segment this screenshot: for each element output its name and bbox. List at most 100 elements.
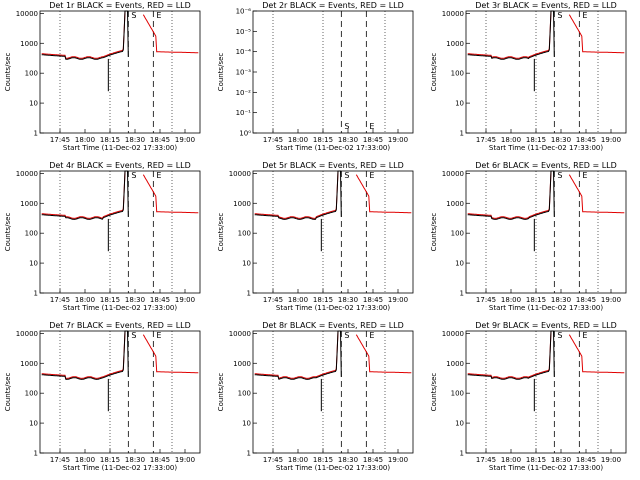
- x-tick-label: 18:45: [150, 456, 170, 464]
- x-axis-label: Start Time (11-Dec-02 17:33:00): [489, 464, 603, 472]
- y-tick-label: 10⁻⁶: [236, 8, 252, 16]
- y-tick-label: 10000: [442, 170, 464, 178]
- y-tick-label: 100: [25, 70, 38, 78]
- x-tick-label: 18:30: [338, 136, 358, 144]
- y-tick-label: 10⁻¹: [236, 109, 252, 117]
- x-tick-label: 18:15: [100, 136, 120, 144]
- lld-series-line: [41, 10, 199, 59]
- lld-series-line: [254, 170, 412, 219]
- marker-s-label: S: [344, 171, 349, 180]
- y-axis-label: Counts/sec: [4, 213, 12, 252]
- x-tick-label: 17:45: [476, 136, 496, 144]
- y-tick-label: 1000: [446, 360, 464, 368]
- x-axis-label: Start Time (11-Dec-02 17:33:00): [489, 144, 603, 152]
- x-tick-label: 18:30: [551, 136, 571, 144]
- lld-series-line: [467, 170, 625, 219]
- y-tick-label: 1000: [233, 360, 251, 368]
- x-tick-label: 19:00: [601, 456, 621, 464]
- events-series-line: [254, 330, 342, 380]
- x-axis-label: Start Time (11-Dec-02 17:33:00): [276, 304, 390, 312]
- y-tick-label: 1000: [446, 40, 464, 48]
- detector-panel-5: Det 5r BLACK = Events, RED = LLD 1 10 100 10…: [217, 161, 414, 312]
- y-tick-label: 100: [451, 390, 464, 398]
- x-tick-label: 18:00: [501, 136, 521, 144]
- x-tick-label: 18:15: [100, 456, 120, 464]
- y-tick-label: 100: [451, 70, 464, 78]
- x-tick-label: 18:00: [501, 296, 521, 304]
- panel-title: Det 5r BLACK = Events, RED = LLD: [262, 161, 404, 170]
- y-tick-label: 100: [451, 230, 464, 238]
- panel-title: Det 9r BLACK = Events, RED = LLD: [475, 321, 617, 330]
- x-tick-label: 18:45: [576, 456, 596, 464]
- y-axis-label: Counts/sec: [430, 213, 438, 252]
- plot-frame: [39, 330, 201, 454]
- y-tick-label: 1: [34, 130, 38, 138]
- x-tick-label: 19:00: [388, 456, 408, 464]
- x-tick-label: 18:30: [125, 296, 145, 304]
- x-tick-label: 17:45: [476, 296, 496, 304]
- y-tick-label: 10⁻⁴: [236, 48, 252, 56]
- x-tick-label: 19:00: [601, 296, 621, 304]
- y-tick-label: 10: [455, 260, 464, 268]
- y-tick-label: 100: [238, 390, 251, 398]
- x-tick-label: 18:30: [125, 456, 145, 464]
- y-tick-label: 10⁻³: [236, 69, 252, 77]
- y-tick-label: 1000: [446, 200, 464, 208]
- x-tick-label: 18:45: [150, 296, 170, 304]
- x-tick-label: 18:15: [100, 296, 120, 304]
- y-tick-label: 10000: [442, 10, 464, 18]
- marker-s-label: S: [131, 171, 136, 180]
- x-axis-label: Start Time (11-Dec-02 17:33:00): [63, 144, 177, 152]
- marker-s-label: S: [557, 171, 562, 180]
- marker-e-label: E: [582, 171, 587, 180]
- marker-e-label: E: [156, 11, 161, 20]
- x-tick-label: 18:30: [551, 296, 571, 304]
- y-axis-label: Counts/sec: [4, 373, 12, 412]
- y-tick-label: 10: [29, 100, 38, 108]
- detector-panel-9: Det 9r BLACK = Events, RED = LLD 1 10 100 10…: [430, 321, 627, 472]
- x-tick-label: 18:15: [526, 136, 546, 144]
- y-tick-label: 1: [460, 450, 464, 458]
- x-tick-label: 18:15: [313, 456, 333, 464]
- x-tick-label: 18:30: [338, 456, 358, 464]
- y-tick-label: 1000: [233, 200, 251, 208]
- detector-panel-4: Det 4r BLACK = Events, RED = LLD 1 10 100 10…: [4, 161, 201, 312]
- y-axis-label: Counts/sec: [217, 373, 225, 412]
- x-tick-label: 18:00: [75, 296, 95, 304]
- panel-title: Det 2r BLACK = Events, RED = LLD: [262, 1, 404, 10]
- y-tick-label: 1: [247, 450, 251, 458]
- y-tick-label: 100: [25, 230, 38, 238]
- panel-title: Det 3r BLACK = Events, RED = LLD: [475, 1, 617, 10]
- x-tick-label: 19:00: [175, 456, 195, 464]
- y-axis-label: Counts/sec: [4, 53, 12, 92]
- x-tick-label: 18:30: [125, 136, 145, 144]
- detector-panel-2: Det 2r BLACK = Events, RED = LLD 10⁰ 10⁻¹ 1…: [217, 1, 414, 152]
- x-tick-label: 18:15: [313, 136, 333, 144]
- y-tick-label: 10: [455, 100, 464, 108]
- panel-title: Det 7r BLACK = Events, RED = LLD: [49, 321, 191, 330]
- y-tick-label: 1000: [20, 360, 38, 368]
- y-tick-label: 100: [25, 390, 38, 398]
- marker-s-label: S: [557, 331, 562, 340]
- panel-title: Det 1r BLACK = Events, RED = LLD: [49, 1, 191, 10]
- x-tick-label: 18:00: [75, 136, 95, 144]
- y-tick-label: 1: [460, 130, 464, 138]
- events-series-line: [41, 10, 129, 60]
- x-tick-label: 18:30: [551, 456, 571, 464]
- x-tick-label: 19:00: [601, 136, 621, 144]
- detector-panel-3: Det 3r BLACK = Events, RED = LLD 1 10 100 10…: [430, 1, 627, 152]
- x-tick-label: 17:45: [476, 456, 496, 464]
- events-series-line: [467, 330, 555, 380]
- x-tick-label: 18:00: [288, 136, 308, 144]
- x-tick-label: 19:00: [388, 136, 408, 144]
- x-tick-label: 18:45: [576, 296, 596, 304]
- events-series-line: [41, 170, 129, 220]
- plot-frame: [465, 170, 627, 294]
- y-axis-label: Counts/sec: [217, 53, 225, 92]
- marker-e-label: E: [369, 171, 374, 180]
- marker-e-label: E: [582, 331, 587, 340]
- lld-series-line: [467, 10, 625, 59]
- x-tick-label: 18:15: [526, 296, 546, 304]
- marker-e-label: E: [369, 122, 374, 131]
